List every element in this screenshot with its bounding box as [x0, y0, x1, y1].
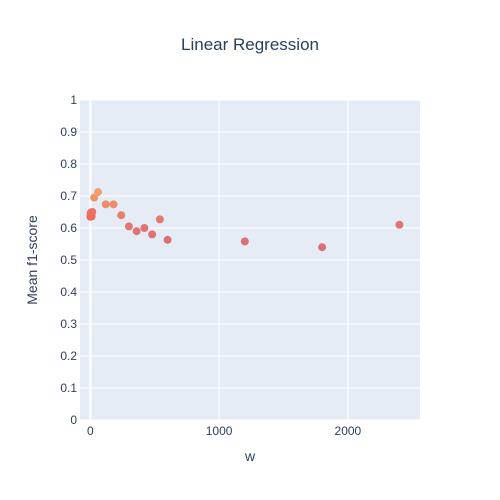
y-tick-label: 0: [70, 413, 77, 427]
y-tick-label: 0.3: [60, 317, 77, 331]
x-tick-labels: 0 1000 2000: [87, 424, 362, 438]
x-tick-label: 2000: [335, 424, 362, 438]
y-tick-label: 0.8: [60, 157, 77, 171]
y-tick-labels: 0 0.1 0.2 0.3 0.4 0.5 0.6 0.7 0.8 0.9 1: [60, 93, 77, 427]
y-tick-label: 0.5: [60, 253, 77, 267]
chart-title: Linear Regression: [181, 35, 319, 54]
y-tick-label: 0.4: [60, 285, 77, 299]
y-tick-label: 0.6: [60, 221, 77, 235]
data-point[interactable]: [140, 224, 149, 232]
grid-lines: [80, 99, 420, 421]
y-axis-label: Mean f1-score: [24, 215, 40, 305]
data-points: [86, 188, 404, 252]
y-tick-label: 1: [70, 93, 77, 107]
data-point[interactable]: [94, 188, 103, 197]
data-point[interactable]: [155, 215, 164, 224]
data-point[interactable]: [240, 237, 249, 246]
y-tick-label: 0.1: [60, 381, 77, 395]
y-tick-label: 0.7: [60, 189, 77, 203]
data-point[interactable]: [88, 208, 97, 216]
data-point[interactable]: [148, 230, 157, 239]
x-axis-label: w: [244, 448, 256, 464]
y-tick-label: 0.9: [60, 125, 77, 139]
data-point[interactable]: [132, 227, 141, 236]
data-point[interactable]: [163, 235, 172, 244]
data-point[interactable]: [395, 220, 404, 229]
data-point[interactable]: [318, 243, 327, 252]
x-tick-label: 0: [87, 424, 94, 438]
y-tick-label: 0.2: [60, 349, 77, 363]
data-point[interactable]: [117, 211, 126, 220]
x-tick-label: 1000: [206, 424, 233, 438]
data-point[interactable]: [109, 200, 118, 209]
data-point[interactable]: [124, 222, 133, 231]
data-point[interactable]: [101, 200, 110, 209]
